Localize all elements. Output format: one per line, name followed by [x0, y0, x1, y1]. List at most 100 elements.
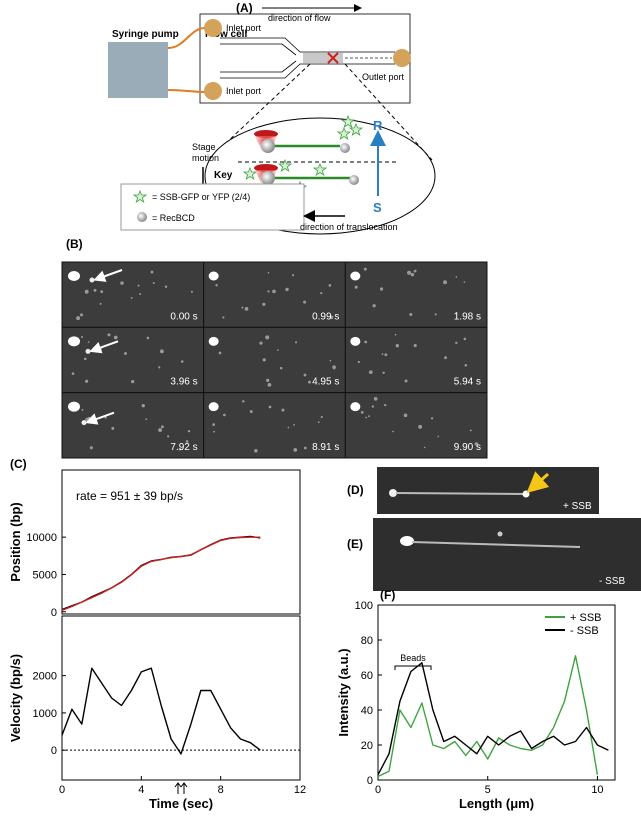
y-tick-label: 60	[361, 670, 373, 682]
noise	[410, 272, 415, 277]
noise	[130, 296, 133, 299]
noise	[443, 280, 447, 285]
bead	[68, 336, 80, 347]
y-tick-label: 2000	[33, 671, 57, 683]
bead	[208, 336, 219, 346]
noise	[413, 344, 417, 348]
noise	[71, 372, 75, 376]
image-frame	[344, 326, 488, 394]
bead	[350, 336, 361, 346]
noise	[241, 306, 244, 309]
noise	[145, 418, 148, 421]
noise	[394, 333, 397, 336]
image-grid: 0.00 s 0.99 s 1.98 s 3.96 s 4.95 s 5.94 s 7.92…	[61, 261, 488, 459]
noise	[292, 274, 295, 277]
arrow	[89, 340, 119, 354]
x-tick-label: 5	[485, 784, 491, 796]
image-d	[377, 467, 599, 514]
y-axis-title: Velocity (bp/s)	[8, 654, 23, 742]
image-frame	[61, 392, 205, 459]
noise	[139, 292, 142, 295]
recbcd	[349, 175, 359, 185]
noise	[89, 446, 93, 450]
noise	[364, 340, 368, 344]
noise	[242, 400, 245, 403]
noise	[469, 429, 472, 432]
y-tick-label: 0	[367, 775, 373, 787]
noise	[368, 415, 370, 418]
noise	[281, 408, 285, 412]
noise	[267, 290, 270, 293]
panel-label: (E)	[347, 537, 363, 551]
annotation: rate = 951 ± 39 bp/s	[76, 489, 183, 503]
panel-label: (A)	[236, 1, 253, 15]
bead	[68, 271, 80, 281]
noise	[99, 302, 102, 305]
noise	[87, 341, 90, 343]
y-tick-label: 10000	[26, 532, 57, 544]
noise	[379, 287, 384, 291]
noise	[268, 405, 272, 409]
time-label: 8.91 s	[312, 442, 339, 453]
r-label: R	[373, 118, 383, 133]
time-label: 9.90 s	[454, 442, 481, 453]
noise	[113, 335, 118, 340]
translocation: direction of translocation	[300, 222, 398, 232]
noise	[463, 281, 466, 283]
noise	[85, 379, 89, 383]
noise	[190, 290, 193, 293]
noise	[444, 356, 448, 360]
zoom-line	[344, 63, 433, 161]
noise	[320, 415, 323, 419]
tube	[167, 27, 206, 49]
key-recbcd-label: = RecBCD	[152, 213, 195, 223]
series-line	[61, 535, 261, 611]
image-frame	[203, 326, 346, 394]
plot-frame	[61, 615, 301, 781]
noise	[150, 270, 154, 274]
noise	[363, 267, 367, 271]
noise	[76, 316, 81, 321]
noise	[120, 281, 124, 285]
noise	[84, 289, 89, 294]
noise	[354, 285, 358, 289]
key-recbcd	[137, 212, 147, 222]
x-tick-label: 10	[591, 784, 603, 796]
bead	[389, 489, 397, 497]
outlet-port	[393, 49, 411, 67]
beads-bracket	[394, 665, 432, 670]
time-label: 1.98 s	[454, 311, 481, 322]
noise	[333, 367, 336, 370]
stage-motion: motion	[192, 153, 219, 163]
noise	[407, 270, 411, 275]
noise	[267, 271, 270, 274]
panel-label: (F)	[380, 588, 395, 602]
noise	[180, 360, 184, 363]
noise	[381, 353, 384, 355]
y-axis-title: Position (bp)	[8, 502, 23, 581]
s-label: S	[373, 200, 382, 215]
arrow	[93, 269, 123, 282]
noise	[152, 281, 155, 284]
noise	[131, 380, 135, 384]
noise	[159, 349, 164, 354]
noise	[455, 276, 458, 278]
bead	[208, 271, 219, 281]
red-x	[327, 52, 339, 64]
noise	[418, 424, 423, 429]
noise	[187, 429, 191, 433]
noise	[430, 417, 434, 420]
noise	[262, 358, 266, 362]
time-label: 0.00 s	[170, 311, 197, 322]
plot-frame	[61, 469, 301, 615]
panel-label: (B)	[66, 237, 83, 251]
noise	[328, 284, 332, 287]
noise	[455, 341, 458, 345]
noise	[279, 366, 283, 370]
bead	[400, 536, 414, 546]
noise	[434, 313, 437, 316]
condition: - SSB	[599, 576, 625, 587]
y-axis-title: Intensity (a.u.)	[336, 648, 351, 736]
time-label: 5.94 s	[454, 377, 481, 388]
